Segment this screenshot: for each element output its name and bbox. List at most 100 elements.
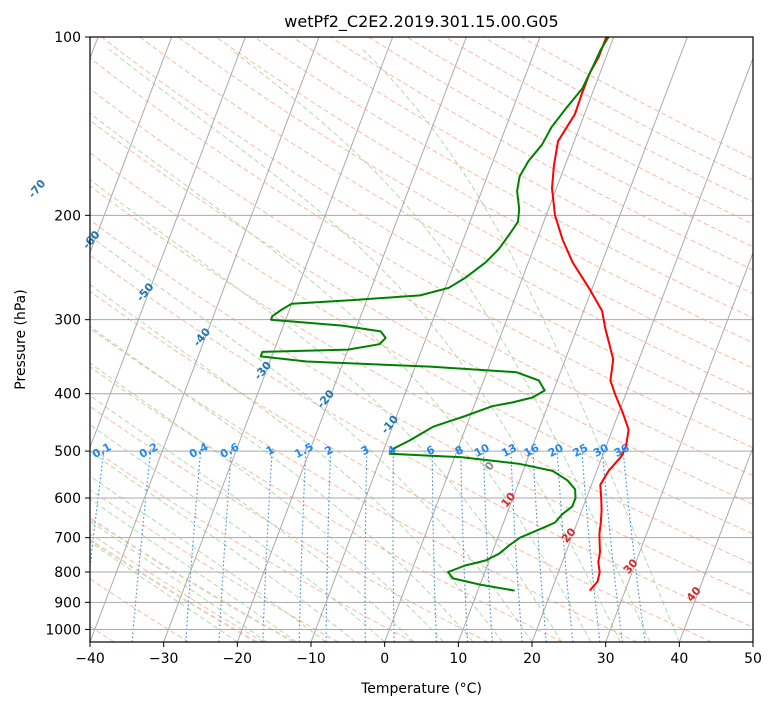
y-tick-label: 100 xyxy=(54,30,81,46)
mixing-ratio-line xyxy=(262,448,273,642)
isotherm xyxy=(457,37,688,642)
dry-adiabat xyxy=(90,489,339,642)
mixing-ratio-line xyxy=(364,448,368,642)
mixing-ratio-label: 25 xyxy=(571,441,591,460)
dry-adiabat xyxy=(90,405,488,642)
isotherm-label: -20 xyxy=(314,387,337,411)
mixing-ratio-label: 16 xyxy=(522,441,542,460)
mixing-ratio-label: 0.6 xyxy=(218,440,242,461)
mixing-ratio-label: 2 xyxy=(322,443,335,458)
isotherm xyxy=(678,445,753,642)
y-axis-ticks: 100 200 300 400 500 600 700 800 900 1000 xyxy=(45,30,90,638)
y-tick-label: 800 xyxy=(54,565,81,581)
isotherm xyxy=(531,56,753,642)
isotherm xyxy=(90,37,320,642)
temperature-line xyxy=(551,37,630,592)
mixing-ratio-label: 30 xyxy=(591,441,611,460)
x-axis-label: Temperature (°C) xyxy=(360,681,482,697)
mixing-ratio-line xyxy=(185,448,202,642)
background-lines xyxy=(90,37,753,642)
moist-adiabat xyxy=(90,235,533,642)
y-tick-label: 900 xyxy=(54,595,81,611)
isotherm-label: -30 xyxy=(251,359,274,383)
sounding-lines xyxy=(259,37,630,592)
mixing-ratio-line xyxy=(460,448,469,642)
y-tick-label: 1000 xyxy=(45,622,81,638)
y-tick-label: 500 xyxy=(54,444,81,460)
mixing-ratio-label: 3 xyxy=(359,443,372,458)
isotherm xyxy=(90,37,246,449)
dry-adiabat xyxy=(90,532,264,642)
x-tick-label: 20 xyxy=(523,651,541,667)
dry-adiabat xyxy=(101,37,753,422)
mixing-ratio-label: 13 xyxy=(499,441,519,460)
moist-adiabat xyxy=(90,541,238,642)
x-tick-label: −40 xyxy=(75,651,105,667)
mixing-ratio-line xyxy=(431,448,437,642)
mixing-ratio-label: 0.4 xyxy=(187,440,211,461)
isotherm xyxy=(752,640,753,642)
dry-adiabat xyxy=(90,185,753,565)
dry-adiabat xyxy=(253,37,753,319)
dendritic-zone-line xyxy=(90,516,295,642)
y-tick-label: 700 xyxy=(54,531,81,547)
dry-adiabat xyxy=(482,37,753,181)
isotherm-label: -60 xyxy=(80,228,103,252)
moist-adiabat xyxy=(362,49,680,642)
mixing-ratio-line xyxy=(298,448,307,642)
moist-adiabat xyxy=(90,424,386,642)
mixing-ratio-line xyxy=(482,448,493,642)
isotherm xyxy=(163,37,394,642)
moist-adiabat xyxy=(90,475,326,642)
x-tick-label: 10 xyxy=(449,651,467,667)
mixing-ratio-line xyxy=(325,448,332,642)
dry-adiabat xyxy=(90,290,712,642)
mixing-ratio-label: 20 xyxy=(546,441,566,460)
x-tick-label: 0 xyxy=(380,651,389,667)
y-tick-label: 300 xyxy=(54,313,81,329)
y-axis-label: Pressure (hPa) xyxy=(13,289,29,389)
moist-adiabat xyxy=(90,520,268,642)
dry-adiabat xyxy=(90,119,753,505)
warm-isotherm-label: 40 xyxy=(684,584,704,604)
mixing-ratio-line xyxy=(581,448,601,642)
dry-adiabat xyxy=(330,37,753,271)
dry-adiabat xyxy=(177,37,753,369)
dry-adiabat xyxy=(292,37,753,295)
isotherm xyxy=(310,37,541,642)
moist-adiabat xyxy=(230,49,651,642)
x-tick-label: −30 xyxy=(149,651,179,667)
dry-adiabat xyxy=(90,327,638,642)
dry-adiabat xyxy=(90,219,753,596)
moist-adiabat xyxy=(90,112,592,642)
isotherm-label: -10 xyxy=(378,413,401,437)
moist-adiabat xyxy=(90,362,444,642)
mixing-ratio-line xyxy=(392,448,395,642)
x-axis-ticks: −40 −30 −20 −10 0 10 20 30 40 50 xyxy=(75,642,762,667)
isotherm xyxy=(236,37,467,642)
mixing-ratio-label: 36 xyxy=(612,441,632,460)
chart-title: wetPf2_C2E2.2019.301.15.00.G05 xyxy=(284,12,558,32)
x-tick-label: −20 xyxy=(223,651,253,667)
x-tick-label: 50 xyxy=(744,651,762,667)
x-tick-label: 40 xyxy=(670,651,688,667)
isotherm xyxy=(605,251,753,642)
isotherm-label: -40 xyxy=(190,325,213,349)
moist-adiabat xyxy=(90,179,562,642)
plot-frame xyxy=(89,36,754,643)
dry-adiabat xyxy=(90,254,753,628)
y-tick-label: 200 xyxy=(54,208,81,224)
x-tick-label: 30 xyxy=(597,651,615,667)
dry-adiabat xyxy=(90,366,563,642)
y-tick-label: 400 xyxy=(54,387,81,403)
dendritic-zone-line xyxy=(90,538,257,642)
moist-adiabat xyxy=(90,283,503,642)
dry-adiabat xyxy=(444,37,753,203)
x-tick-label: −10 xyxy=(296,651,326,667)
isotherm-label: -70 xyxy=(26,177,49,201)
dry-adiabat xyxy=(90,152,753,535)
mixing-ratio-line xyxy=(532,448,547,642)
warm-isotherm-label: 30 xyxy=(621,556,641,576)
y-tick-label: 600 xyxy=(54,491,81,507)
